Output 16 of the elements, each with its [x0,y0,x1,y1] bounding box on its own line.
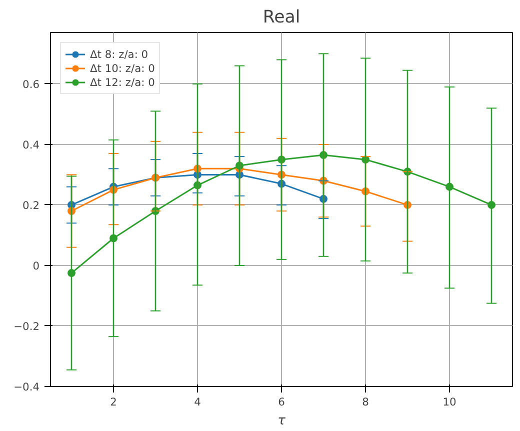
legend-label: Δt 10: z/a: 0 [90,61,155,75]
y-tick-label: −0.4 [14,380,40,394]
legend-label: Δt 8: z/a: 0 [90,47,148,61]
y-tick-label: 0.4 [22,138,40,152]
chart-title: Real [262,8,300,28]
y-tick-label: 0.6 [22,78,40,91]
x-tick-label: 6 [278,396,286,408]
y-tick-label: −0.2 [14,320,40,333]
y-tick-label: 0 [32,259,40,272]
legend-label: Δt 12: z/a: 0 [90,75,155,89]
x-axis-title: τ [278,414,286,428]
x-tick-label: 8 [362,396,370,408]
x-tick-label: 4 [194,396,202,408]
x-tick-label: 10 [442,396,456,408]
y-tick-label: 0.2 [22,198,40,212]
x-tick-label: 2 [110,396,117,408]
